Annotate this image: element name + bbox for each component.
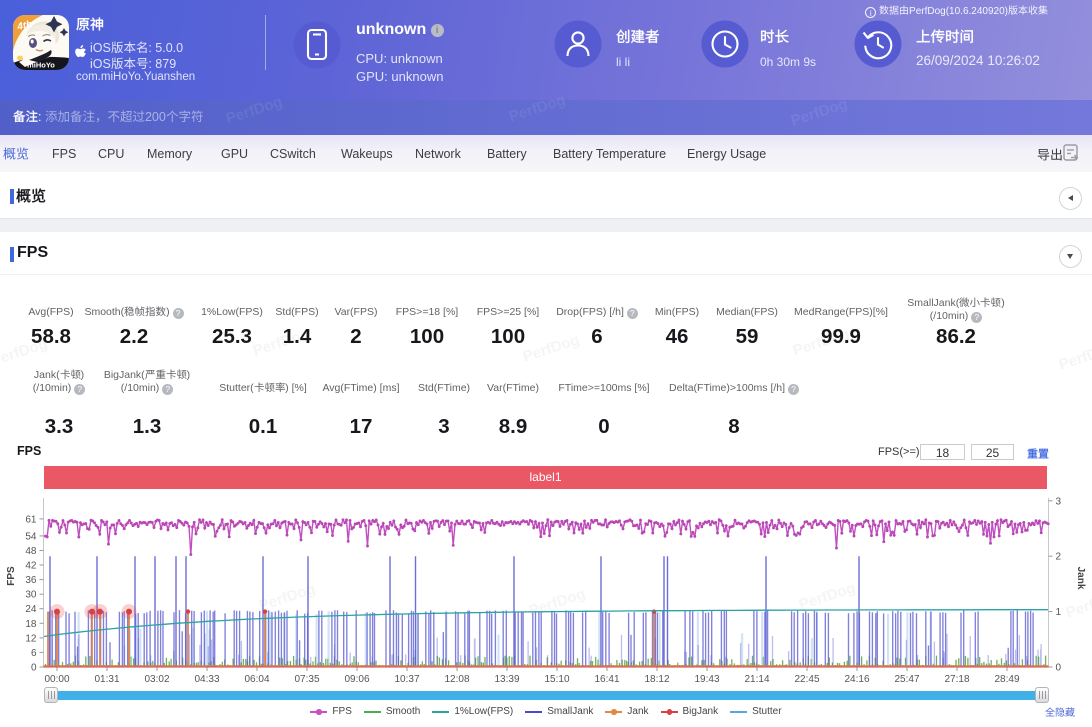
svg-text:24: 24 [25,604,37,615]
svg-text:28:49: 28:49 [994,674,1019,685]
svg-text:FPS: FPS [6,566,17,586]
svg-text:30: 30 [25,590,37,601]
svg-text:3: 3 [1056,496,1062,507]
svg-text:18: 18 [25,619,37,630]
svg-text:16:41: 16:41 [594,674,619,685]
svg-text:19:43: 19:43 [694,674,719,685]
svg-text:12:08: 12:08 [444,674,469,685]
svg-text:42: 42 [25,561,37,572]
svg-text:27:18: 27:18 [944,674,969,685]
svg-text:25:47: 25:47 [894,674,919,685]
svg-text:13:39: 13:39 [494,674,519,685]
svg-text:36: 36 [25,575,37,586]
svg-text:21:14: 21:14 [744,674,769,685]
svg-text:54: 54 [25,531,37,542]
svg-text:6: 6 [31,648,37,659]
svg-text:61: 61 [25,514,37,525]
svg-text:22:45: 22:45 [794,674,819,685]
svg-text:4th: 4th [15,19,33,33]
svg-text:miHoYo: miHoYo [27,61,55,70]
svg-text:0: 0 [31,663,37,674]
svg-text:18:12: 18:12 [644,674,669,685]
svg-text:00:00: 00:00 [44,674,69,685]
svg-text:48: 48 [25,546,37,557]
svg-text:Jank: Jank [1075,567,1086,590]
svg-text:12: 12 [25,633,37,644]
svg-text:07:35: 07:35 [294,674,319,685]
svg-text:03:02: 03:02 [144,674,169,685]
svg-text:01:31: 01:31 [94,674,119,685]
svg-text:1: 1 [1056,607,1062,618]
svg-text:06:04: 06:04 [244,674,269,685]
svg-text:2: 2 [1056,552,1062,563]
svg-text:15:10: 15:10 [544,674,569,685]
svg-text:09:06: 09:06 [344,674,369,685]
svg-text:04:33: 04:33 [194,674,219,685]
svg-text:10:37: 10:37 [394,674,419,685]
svg-text:24:16: 24:16 [844,674,869,685]
svg-text:0: 0 [1056,663,1062,674]
